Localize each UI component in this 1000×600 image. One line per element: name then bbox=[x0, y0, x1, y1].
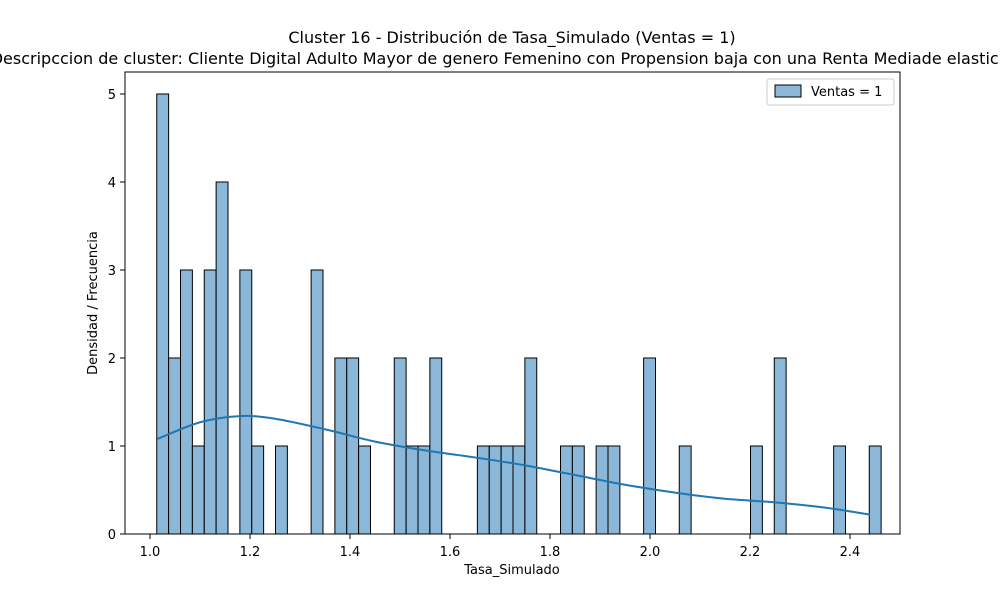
histogram-bar bbox=[203, 269, 217, 535]
y-axis: 0 1 2 3 4 5 bbox=[108, 88, 125, 543]
x-tick-label: 1.8 bbox=[540, 545, 561, 560]
histogram-bar bbox=[500, 445, 514, 535]
x-tick-label: 1.4 bbox=[340, 545, 361, 560]
histogram-bar bbox=[560, 445, 573, 535]
histogram-bar bbox=[512, 445, 526, 535]
histogram-bar bbox=[571, 445, 585, 535]
y-tick-label: 2 bbox=[108, 352, 116, 367]
x-axis-label: Tasa_Simulado bbox=[463, 563, 560, 578]
histogram-bar bbox=[239, 269, 253, 535]
legend-swatch bbox=[774, 84, 802, 98]
x-tick-label: 1.0 bbox=[140, 545, 161, 560]
histogram-bar bbox=[168, 357, 181, 535]
histogram-bar bbox=[833, 445, 846, 535]
histogram-bar bbox=[678, 445, 692, 535]
histogram-bar bbox=[773, 357, 787, 535]
x-tick-label: 2.0 bbox=[640, 545, 661, 560]
histogram-bar bbox=[215, 181, 229, 535]
x-tick-label: 1.6 bbox=[440, 545, 461, 560]
histogram-bar bbox=[310, 269, 324, 535]
x-tick-label: 2.4 bbox=[840, 545, 861, 560]
histogram-bar bbox=[156, 93, 170, 535]
histogram-bar bbox=[868, 445, 882, 535]
legend-label: Ventas = 1 bbox=[811, 85, 882, 100]
chart-subtitle: Descripccion de cluster: Cliente Digital… bbox=[0, 49, 1000, 68]
histogram-bar bbox=[358, 445, 371, 535]
x-tick-label: 2.2 bbox=[740, 545, 761, 560]
y-tick-label: 1 bbox=[108, 440, 116, 455]
kde-line bbox=[157, 414, 871, 516]
histogram-bar bbox=[275, 445, 288, 535]
legend: Ventas = 1 bbox=[766, 78, 895, 106]
x-axis: 1.0 1.2 1.4 1.6 1.8 2.0 2.2 2.4 bbox=[140, 534, 861, 560]
y-tick-label: 3 bbox=[108, 264, 116, 279]
histogram-bar bbox=[643, 357, 656, 535]
histogram-bar bbox=[334, 357, 348, 535]
histogram-bar bbox=[607, 445, 621, 535]
chart-title: Cluster 16 - Distribución de Tasa_Simula… bbox=[288, 28, 735, 48]
histogram-bar bbox=[750, 445, 763, 535]
histogram-bar bbox=[429, 357, 443, 535]
histogram-bar bbox=[405, 445, 419, 535]
y-tick-label: 5 bbox=[108, 88, 116, 103]
plot-frame bbox=[124, 71, 901, 535]
histogram-bar bbox=[417, 445, 431, 535]
bars-group bbox=[156, 93, 882, 535]
histogram-bar bbox=[595, 445, 609, 535]
histogram-bar bbox=[251, 445, 265, 535]
y-tick-label: 0 bbox=[108, 528, 116, 543]
y-tick-label: 4 bbox=[108, 176, 116, 191]
histogram-bar bbox=[346, 357, 360, 535]
histogram-bar bbox=[191, 445, 205, 535]
histogram-bar bbox=[524, 357, 538, 535]
x-tick-label: 1.2 bbox=[240, 545, 261, 560]
histogram-bar bbox=[180, 269, 193, 535]
y-axis-label: Densidad / Frecuencia bbox=[86, 231, 101, 375]
